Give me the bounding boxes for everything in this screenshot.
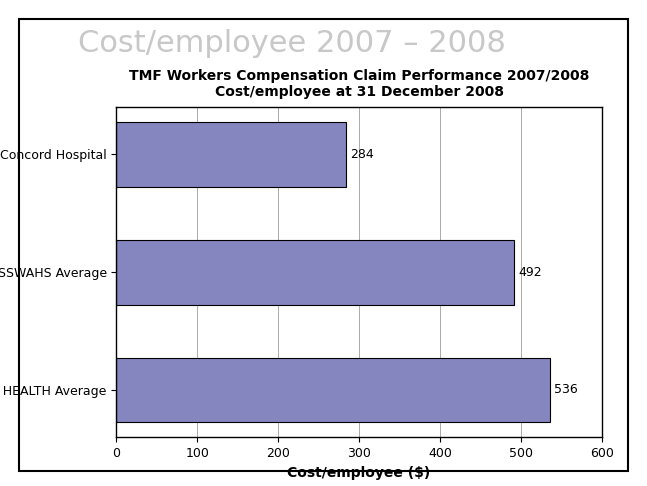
Text: 284: 284 — [350, 148, 374, 161]
Text: 536: 536 — [554, 383, 578, 397]
Bar — [116, 358, 550, 422]
Title: TMF Workers Compensation Claim Performance 2007/2008
Cost/employee at 31 Decembe: TMF Workers Compensation Claim Performan… — [129, 69, 589, 99]
X-axis label: Cost/employee ($): Cost/employee ($) — [287, 466, 431, 480]
Text: Cost/employee 2007 – 2008: Cost/employee 2007 – 2008 — [78, 29, 505, 58]
Bar — [116, 240, 514, 305]
Bar — [116, 122, 346, 187]
Text: 492: 492 — [518, 266, 542, 278]
